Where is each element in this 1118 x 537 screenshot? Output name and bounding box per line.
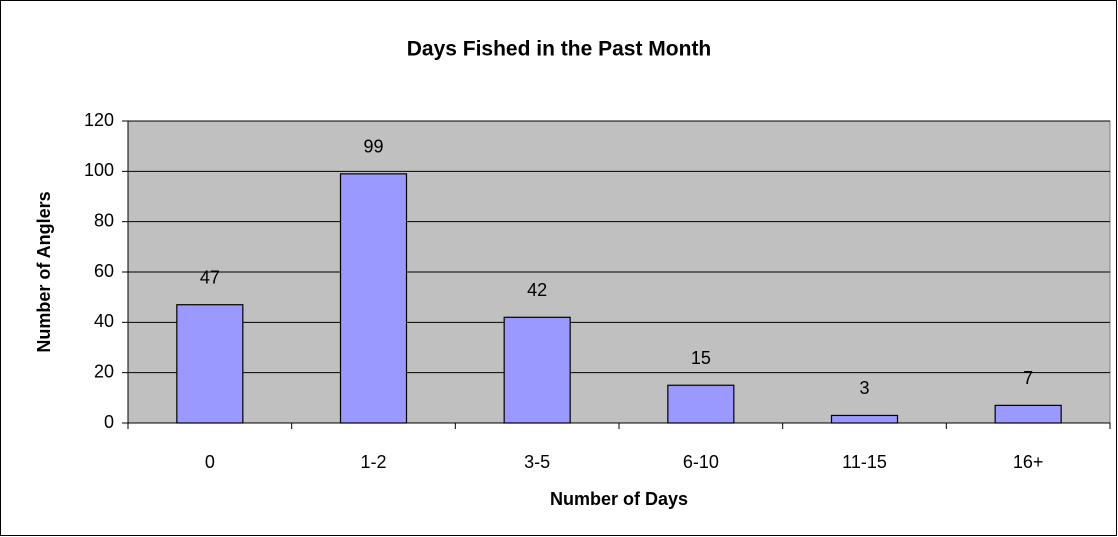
y-tick-label: 100 bbox=[84, 160, 114, 180]
y-tick-label: 80 bbox=[94, 210, 114, 230]
data-label: 99 bbox=[363, 137, 383, 157]
x-tick-label: 11-15 bbox=[842, 452, 887, 472]
y-tick-label: 20 bbox=[94, 361, 114, 381]
bar bbox=[667, 384, 735, 424]
y-tick-label: 40 bbox=[94, 311, 114, 331]
x-tick-label: 0 bbox=[205, 452, 215, 472]
data-label: 42 bbox=[527, 280, 547, 300]
x-tick-label: 16+ bbox=[1013, 452, 1044, 472]
bar bbox=[994, 404, 1062, 424]
y-tick-label: 0 bbox=[104, 412, 114, 432]
bar bbox=[503, 316, 571, 424]
x-axis-label: Number of Days bbox=[550, 489, 688, 509]
bar bbox=[339, 173, 408, 424]
x-tick-label: 6-10 bbox=[683, 452, 719, 472]
data-label: 7 bbox=[1023, 368, 1033, 388]
bar bbox=[176, 304, 244, 424]
y-axis-label: Number of Anglers bbox=[34, 191, 54, 352]
data-label: 3 bbox=[859, 378, 869, 398]
y-tick-label: 120 bbox=[84, 110, 114, 130]
x-tick-label: 1-2 bbox=[360, 452, 386, 472]
data-label: 15 bbox=[691, 348, 711, 368]
data-label: 47 bbox=[200, 267, 220, 287]
x-tick-label: 3-5 bbox=[524, 452, 550, 472]
chart-title: Days Fished in the Past Month bbox=[407, 38, 712, 61]
bar bbox=[830, 414, 899, 424]
y-tick-label: 60 bbox=[94, 261, 114, 281]
